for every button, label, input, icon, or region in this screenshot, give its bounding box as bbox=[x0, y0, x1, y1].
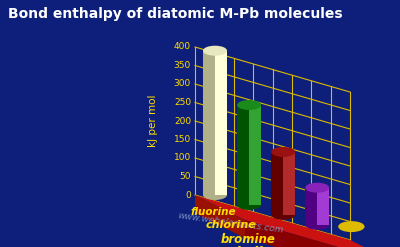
Text: 150: 150 bbox=[174, 135, 191, 144]
Ellipse shape bbox=[305, 183, 329, 193]
Polygon shape bbox=[305, 188, 317, 225]
Polygon shape bbox=[249, 105, 261, 205]
Text: 0: 0 bbox=[185, 190, 191, 200]
Text: bromine: bromine bbox=[221, 233, 276, 246]
Ellipse shape bbox=[338, 221, 365, 232]
Polygon shape bbox=[237, 105, 249, 205]
Text: chlorine: chlorine bbox=[205, 220, 256, 230]
Text: 50: 50 bbox=[180, 172, 191, 181]
Ellipse shape bbox=[305, 220, 329, 230]
Ellipse shape bbox=[271, 147, 295, 157]
Polygon shape bbox=[215, 51, 227, 195]
Polygon shape bbox=[271, 152, 283, 215]
Text: 350: 350 bbox=[174, 61, 191, 70]
Text: 300: 300 bbox=[174, 80, 191, 88]
Text: 250: 250 bbox=[174, 98, 191, 107]
Text: 400: 400 bbox=[174, 42, 191, 52]
Polygon shape bbox=[317, 188, 329, 225]
Text: iodine: iodine bbox=[236, 246, 282, 247]
Ellipse shape bbox=[271, 210, 295, 220]
Polygon shape bbox=[195, 195, 245, 238]
Ellipse shape bbox=[237, 100, 261, 110]
Text: fluorine: fluorine bbox=[190, 207, 236, 217]
Text: www.webelements.com: www.webelements.com bbox=[176, 211, 284, 235]
Text: 200: 200 bbox=[174, 117, 191, 125]
Text: kJ per mol: kJ per mol bbox=[148, 95, 158, 147]
Polygon shape bbox=[283, 152, 295, 215]
Ellipse shape bbox=[203, 190, 227, 200]
Ellipse shape bbox=[203, 46, 227, 56]
Text: Bond enthalpy of diatomic M-Pb molecules: Bond enthalpy of diatomic M-Pb molecules bbox=[8, 7, 343, 21]
Polygon shape bbox=[203, 51, 215, 195]
Polygon shape bbox=[245, 220, 400, 247]
Text: 100: 100 bbox=[174, 153, 191, 163]
Polygon shape bbox=[195, 195, 400, 247]
Ellipse shape bbox=[237, 200, 261, 210]
